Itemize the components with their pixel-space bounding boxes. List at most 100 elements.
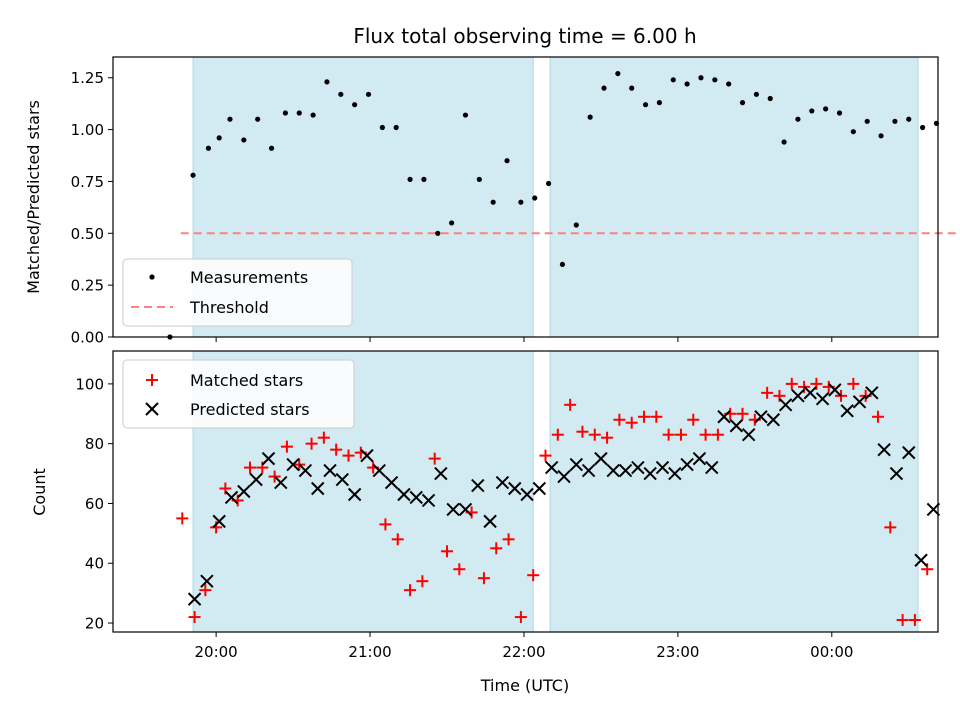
matched-star-point <box>280 440 293 453</box>
y-tick-label: 60 <box>85 495 104 513</box>
count-legend: Matched stars Predicted stars <box>122 359 355 429</box>
matched-star-point <box>896 614 909 627</box>
measurement-point <box>268 145 275 151</box>
matched-star-point <box>638 410 651 423</box>
y-tick-label: 1.25 <box>71 69 104 87</box>
ratio-legend-box <box>122 258 353 327</box>
predicted-star-point <box>569 457 584 472</box>
matched-star-point <box>416 575 429 588</box>
measurement-point <box>282 110 288 116</box>
y-tick-label: 100 <box>75 375 104 393</box>
count-grid-ticks: 20 40 60 80 100 <box>75 375 833 637</box>
measurement-point <box>573 222 579 228</box>
measurement-point <box>449 220 455 226</box>
y-tick-label: 0.75 <box>71 173 104 191</box>
measurement-point <box>216 135 222 141</box>
predicted-star-point <box>840 404 854 418</box>
measurements-series <box>167 70 940 340</box>
x-tick-label: 20:00 <box>195 643 238 661</box>
predicted-legend-label: Predicted stars <box>190 400 310 419</box>
x-tick-label: 21:00 <box>348 643 391 661</box>
measurement-point <box>698 75 704 81</box>
matched-star-point <box>379 518 392 531</box>
count-y-axis-label: Count <box>30 468 49 516</box>
matched-star-point <box>527 569 540 582</box>
count-legend-box <box>122 359 355 429</box>
matched-star-point <box>835 389 848 402</box>
matched-star-point <box>736 407 749 420</box>
predicted-star-point <box>335 472 350 487</box>
measurement-point <box>601 85 607 91</box>
predicted-star-point <box>495 475 510 490</box>
matched-star-point <box>477 572 490 585</box>
y-tick-label: 80 <box>85 435 104 453</box>
predicted-star-point <box>852 395 867 409</box>
predicted-star-point <box>458 502 473 517</box>
count-axes-frame <box>112 350 939 633</box>
x-tick-label: 23:00 <box>656 643 699 661</box>
measurement-point <box>878 133 884 139</box>
matched-star-point <box>884 521 897 534</box>
predicted-star-point <box>889 466 904 481</box>
measurement-point <box>559 261 566 268</box>
measurement-point <box>587 114 593 120</box>
matched-star-point <box>428 452 441 465</box>
measurement-point <box>629 85 635 91</box>
measurement-point <box>462 112 469 118</box>
matched-star-point <box>908 614 921 627</box>
predicted-star-point <box>434 466 448 481</box>
predicted-star-point <box>323 463 337 478</box>
predicted-star-point <box>224 490 239 505</box>
ratio-legend: Measurements Threshold <box>122 258 353 327</box>
measurement-point <box>795 116 801 122</box>
predicted-star-point <box>705 460 719 475</box>
predicted-star-point <box>828 383 842 397</box>
measurement-point <box>781 139 787 145</box>
measurement-point <box>532 195 538 201</box>
measurement-point <box>920 124 926 131</box>
y-tick-label: 40 <box>85 555 104 573</box>
y-tick-label: 0.25 <box>71 277 104 295</box>
predicted-star-point <box>791 389 805 403</box>
predicted-star-point <box>421 493 436 508</box>
matched-star-point <box>188 611 201 624</box>
predicted-star-point <box>298 463 313 478</box>
measurement-point <box>407 176 413 182</box>
predicted-star-point <box>655 460 670 475</box>
predicted-star-point <box>606 463 620 478</box>
threshold-legend-label: Threshold <box>189 298 269 317</box>
matched-star-point <box>625 416 638 429</box>
measurement-point <box>850 129 856 135</box>
measurement-point <box>352 102 358 108</box>
predicted-star-point <box>803 386 817 400</box>
measurement-point <box>518 199 524 205</box>
measurement-point <box>255 116 261 122</box>
predicted-star-point <box>692 451 707 466</box>
measurement-point <box>227 116 233 122</box>
measurement-point <box>490 199 496 205</box>
ratio-grid-ticks: 0.00 0.25 0.50 0.75 1.00 1.25 <box>71 69 833 347</box>
predicted-star-point <box>286 457 300 472</box>
predicted-star-point <box>594 451 608 466</box>
matched-legend-marker <box>146 374 158 386</box>
measurement-point <box>670 77 676 83</box>
ratio-panel: 0.00 0.25 0.50 0.75 1.00 1.25 Matched/Predict… <box>24 56 960 347</box>
ratio-observing-interval <box>549 56 919 338</box>
matched-star-point <box>404 584 417 597</box>
predicted-star-point <box>741 427 756 442</box>
measurement-point <box>365 91 372 97</box>
measurement-point <box>767 95 773 102</box>
predicted-star-point <box>581 463 596 478</box>
predicted-star-point <box>360 448 374 463</box>
measurement-point <box>906 116 912 122</box>
measurement-point <box>421 176 427 182</box>
predicted-star-point <box>902 445 916 460</box>
measurement-point <box>310 112 316 118</box>
predicted-stars-series <box>187 383 941 606</box>
matched-star-point <box>687 413 700 426</box>
matched-star-point <box>601 431 614 444</box>
matched-star-point <box>342 449 355 462</box>
matched-star-point <box>502 533 515 546</box>
predicted-star-point <box>372 463 386 478</box>
predicted-star-point <box>532 481 547 496</box>
